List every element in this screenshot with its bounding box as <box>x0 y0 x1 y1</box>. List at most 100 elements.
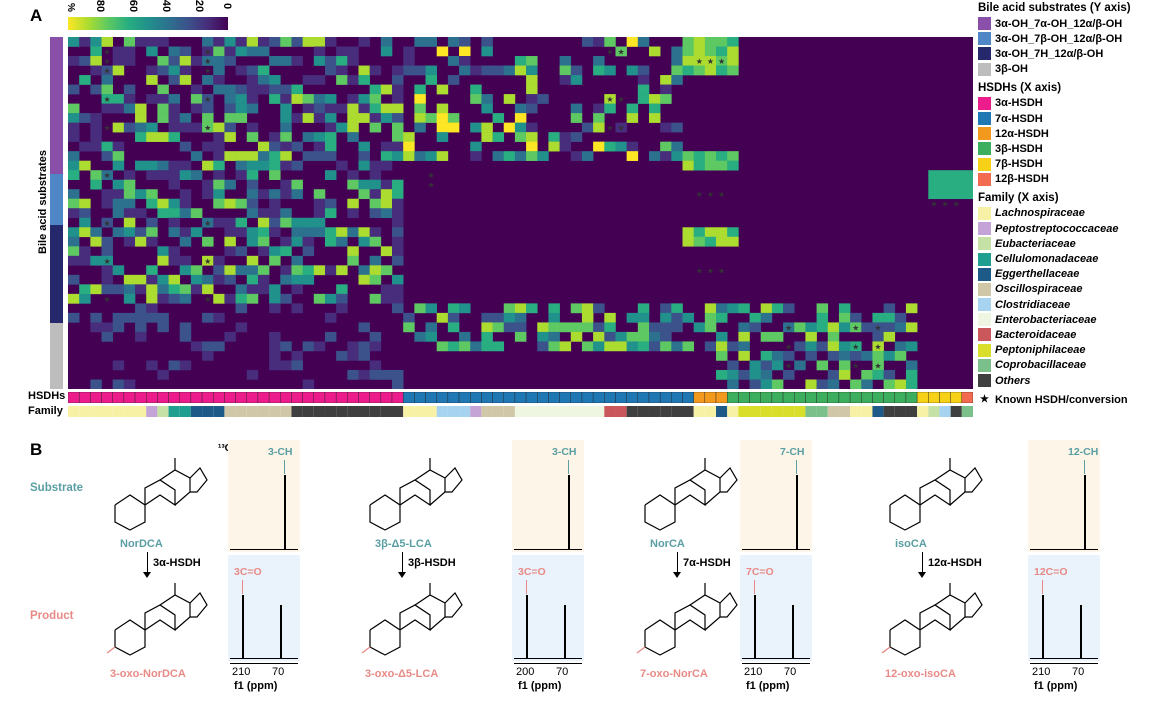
heatmap-cell <box>347 56 359 66</box>
substrate-name: 3β-Δ5-LCA <box>375 538 432 550</box>
heatmap-cell <box>280 151 292 161</box>
arrow-down-icon <box>1042 580 1043 594</box>
color-bar-cell <box>961 392 973 403</box>
heatmap-cell <box>503 65 516 76</box>
heatmap-cell <box>369 160 382 171</box>
heatmap-cell <box>280 132 292 142</box>
heatmap-cell <box>302 132 315 142</box>
heatmap-cell <box>157 113 169 123</box>
heatmap-cell <box>861 379 873 389</box>
heatmap-cell <box>280 160 292 171</box>
heatmap-cell <box>693 37 706 47</box>
heatmap-cell <box>548 132 560 142</box>
heatmap-cell <box>101 103 113 114</box>
heatmap-cell <box>727 303 739 314</box>
heatmap-cell <box>380 208 393 219</box>
color-bar-cell <box>78 392 91 403</box>
heatmap-cell <box>693 56 706 66</box>
heatmap-cell <box>570 65 583 76</box>
heatmap-cell <box>246 84 259 95</box>
heatmap-cell <box>514 113 527 123</box>
heatmap-cell <box>336 103 348 114</box>
heatmap-cell <box>347 122 359 133</box>
heatmap-cell <box>693 65 706 76</box>
heatmap-cell <box>727 151 739 161</box>
heatmap-cell <box>559 341 572 352</box>
color-bar-cell <box>827 392 840 403</box>
heatmap-cell <box>224 46 236 57</box>
reaction-arrow <box>147 552 148 576</box>
heatmap-cell <box>213 37 225 47</box>
legend-item: Clostridiaceae <box>978 297 1156 312</box>
heatmap-cell <box>291 189 303 200</box>
heatmap-cell <box>414 65 426 76</box>
heatmap-cell <box>246 160 259 171</box>
enzyme-label: 3β-HSDH <box>408 557 456 569</box>
heatmap-cell <box>894 379 907 389</box>
heatmap-cell <box>224 56 236 66</box>
heatmap-cell <box>548 303 560 314</box>
heatmap-cell <box>257 151 270 161</box>
heatmap-cell <box>246 103 259 114</box>
heatmap-cell <box>269 141 281 152</box>
heatmap-cell <box>291 160 303 171</box>
heatmap-cell <box>783 369 795 380</box>
heatmap-cell <box>302 103 315 114</box>
heatmap-cell <box>257 227 270 238</box>
heatmap-cell <box>313 94 326 104</box>
heatmap-cell <box>392 369 404 380</box>
color-bar-cell <box>112 406 124 417</box>
heatmap-cell <box>559 65 572 76</box>
heatmap-cell <box>224 217 236 228</box>
heatmap-cell <box>771 303 784 314</box>
heatmap-cell <box>269 94 281 104</box>
heatmap-cell <box>291 303 303 314</box>
heatmap-cell <box>324 208 337 219</box>
heatmap-cell <box>447 37 460 47</box>
heatmap-cell <box>716 312 728 323</box>
heatmap-cell <box>414 94 426 104</box>
heatmap-cell <box>213 170 225 180</box>
heatmap-cell <box>682 160 694 171</box>
color-bar-cell <box>503 392 516 403</box>
color-bar-cell <box>425 392 437 403</box>
legend-item: Enterobacteriaceae <box>978 312 1156 327</box>
color-bar-cell <box>459 406 471 417</box>
heatmap-cell <box>358 236 370 247</box>
heatmap-cell <box>347 75 359 85</box>
heatmap-cell <box>738 341 750 352</box>
heatmap-cell <box>403 132 415 142</box>
substrate-sidebar <box>50 37 63 389</box>
arrow-head-icon <box>398 572 406 578</box>
heatmap-cell <box>202 274 214 285</box>
heatmap-cell <box>90 84 102 95</box>
heatmap-cell <box>503 312 516 323</box>
colorbar <box>68 17 228 30</box>
known-star-mark: ★ <box>204 95 211 104</box>
heatmap-cell <box>883 369 896 380</box>
heatmap-cell <box>548 312 560 323</box>
heatmap-cell <box>358 189 370 200</box>
heatmap-cell <box>660 151 672 161</box>
legend-label: Bacteroidaceae <box>995 328 1077 341</box>
nmr-product-peak-label: 3C=O <box>234 566 262 578</box>
heatmap-cell <box>805 379 817 389</box>
heatmap-cell <box>392 65 404 76</box>
heatmap-cell <box>660 341 672 352</box>
heatmap-cell <box>235 265 248 276</box>
legend-item: 7α-HSDH <box>978 111 1156 126</box>
heatmap-cell <box>526 141 538 152</box>
arrow-down-icon <box>568 460 569 474</box>
heatmap-cell <box>146 227 158 238</box>
heatmap-cell <box>682 46 694 57</box>
heatmap-cell <box>179 189 192 200</box>
heatmap-cell <box>671 151 683 161</box>
known-star-mark: ★ <box>953 200 960 209</box>
legend-swatch <box>978 313 991 327</box>
known-star-mark: ★ <box>104 57 111 66</box>
heatmap-cell <box>291 227 303 238</box>
legend-item: 3β-HSDH <box>978 141 1156 156</box>
color-bar-cell <box>950 392 963 403</box>
heatmap-cell <box>280 94 292 104</box>
color-bar-cell <box>615 392 627 403</box>
